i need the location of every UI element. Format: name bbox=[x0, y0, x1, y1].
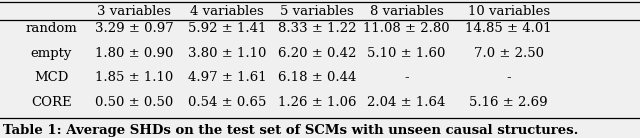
Text: 4.97 ± 1.61: 4.97 ± 1.61 bbox=[188, 71, 266, 84]
Text: 3 variables: 3 variables bbox=[97, 5, 172, 18]
Text: 1.85 ± 1.10: 1.85 ± 1.10 bbox=[95, 71, 173, 84]
Text: -: - bbox=[506, 71, 511, 84]
Text: 5.92 ± 1.41: 5.92 ± 1.41 bbox=[188, 22, 266, 35]
Text: 11.08 ± 2.80: 11.08 ± 2.80 bbox=[363, 22, 450, 35]
Text: 8.33 ± 1.22: 8.33 ± 1.22 bbox=[278, 22, 356, 35]
Text: 3.29 ± 0.97: 3.29 ± 0.97 bbox=[95, 22, 174, 35]
Text: 5 variables: 5 variables bbox=[280, 5, 354, 18]
Text: 6.18 ± 0.44: 6.18 ± 0.44 bbox=[278, 71, 356, 84]
Text: 14.85 ± 4.01: 14.85 ± 4.01 bbox=[465, 22, 552, 35]
Text: 3.80 ± 1.10: 3.80 ± 1.10 bbox=[188, 47, 266, 60]
Text: 5.10 ± 1.60: 5.10 ± 1.60 bbox=[367, 47, 445, 60]
Text: 5.16 ± 2.69: 5.16 ± 2.69 bbox=[470, 96, 548, 109]
Text: 0.54 ± 0.65: 0.54 ± 0.65 bbox=[188, 96, 266, 109]
Text: 10 variables: 10 variables bbox=[468, 5, 550, 18]
Text: CORE: CORE bbox=[31, 96, 72, 109]
Text: MCD: MCD bbox=[34, 71, 68, 84]
Text: 0.50 ± 0.50: 0.50 ± 0.50 bbox=[95, 96, 173, 109]
Text: 1.80 ± 0.90: 1.80 ± 0.90 bbox=[95, 47, 173, 60]
Text: 8 variables: 8 variables bbox=[369, 5, 444, 18]
Text: 2.04 ± 1.64: 2.04 ± 1.64 bbox=[367, 96, 445, 109]
Text: 1.26 ± 1.06: 1.26 ± 1.06 bbox=[278, 96, 356, 109]
Text: empty: empty bbox=[31, 47, 72, 60]
Text: -: - bbox=[404, 71, 409, 84]
Text: 4 variables: 4 variables bbox=[190, 5, 264, 18]
Text: Table 1: Average SHDs on the test set of SCMs with unseen causal structures.: Table 1: Average SHDs on the test set of… bbox=[3, 124, 579, 137]
Text: 7.0 ± 2.50: 7.0 ± 2.50 bbox=[474, 47, 544, 60]
Text: random: random bbox=[26, 22, 77, 35]
Text: 6.20 ± 0.42: 6.20 ± 0.42 bbox=[278, 47, 356, 60]
